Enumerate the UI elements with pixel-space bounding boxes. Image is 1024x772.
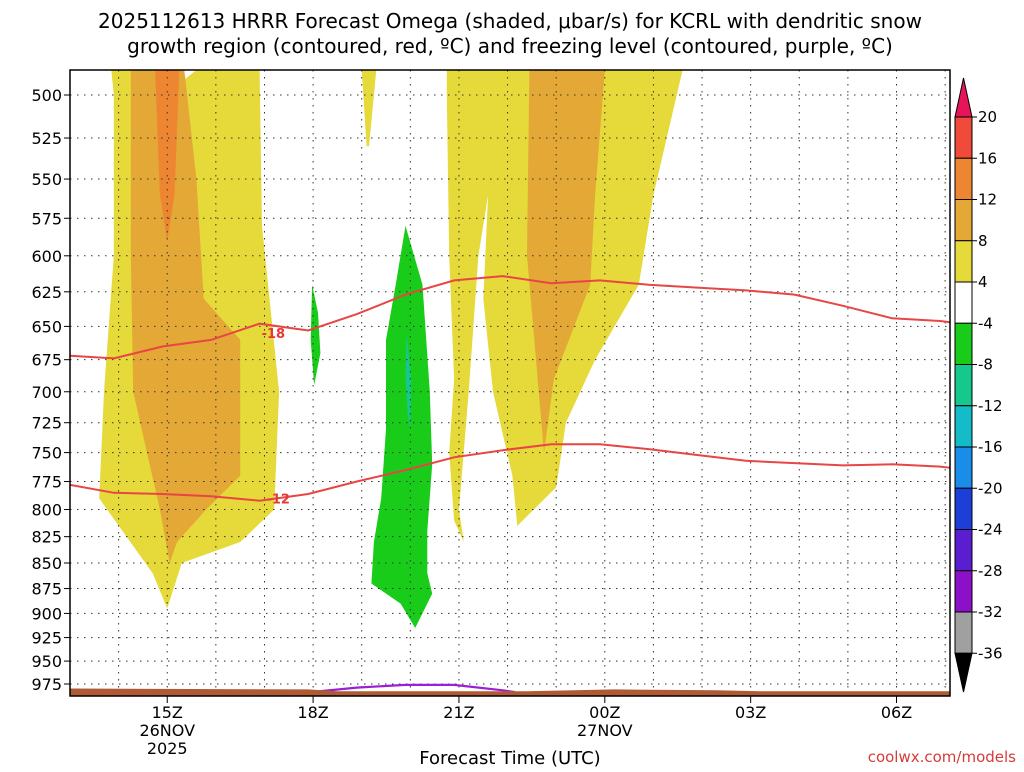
- colorbar-label-8: 8: [978, 232, 988, 250]
- y-tick-label-550: 550: [31, 170, 62, 189]
- terrain-fill: [70, 688, 950, 696]
- dgz-contour-label--12: -12: [266, 492, 290, 507]
- x-tick-label-06Z: 06Z: [881, 703, 912, 722]
- x-axis-label: Forecast Time (UTC): [419, 748, 600, 768]
- colorbar-swatch-12: [954, 570, 973, 613]
- omega-region-8-3: [130, 70, 241, 563]
- colorbar-label-20: 20: [978, 108, 997, 126]
- colorbar-label--24: -24: [978, 521, 1003, 539]
- colorbar-swatch-10: [954, 487, 973, 530]
- y-tick-label-775: 775: [31, 473, 62, 492]
- colorbar-label--12: -12: [978, 397, 1003, 415]
- x-tick-date-00Z: 27NOV: [577, 721, 633, 740]
- chart-title-line2: growth region (contoured, red, ºC) and f…: [127, 34, 893, 58]
- colorbar-swatch-7: [954, 364, 973, 407]
- x-tick-label-03Z: 03Z: [735, 703, 766, 722]
- colorbar-swatch-11: [954, 529, 973, 572]
- x-tick-year-15Z: 2025: [147, 739, 188, 758]
- omega-region--8-8: [405, 333, 412, 429]
- y-tick-label-925: 925: [31, 629, 62, 648]
- y-tick-label-700: 700: [31, 383, 62, 402]
- colorbar-label--28: -28: [978, 562, 1003, 580]
- chart-title-line1: 2025112613 HRRR Forecast Omega (shaded, …: [98, 9, 922, 33]
- colorbar-label-12: 12: [978, 191, 997, 209]
- credit-text: coolwx.com/models: [868, 748, 1016, 766]
- colorbar-label--36: -36: [978, 644, 1003, 662]
- colorbar: 20 16 12 8 4 -4 -8 -12 -16 -20 -24 -28 -32 -36: [954, 77, 1003, 693]
- colorbar-swatch-6: [954, 322, 973, 365]
- colorbar-swatch-2: [954, 157, 973, 200]
- colorbar-swatch-9: [954, 446, 973, 489]
- y-axis-ticks: 500 525 550 575 600 625 650 675 700 725 750 775 800 8…: [31, 86, 70, 694]
- y-tick-label-650: 650: [31, 317, 62, 336]
- y-tick-label-900: 900: [31, 604, 62, 623]
- x-tick-label-15Z: 15Z: [152, 703, 183, 722]
- colorbar-bottom-arrow: [954, 652, 973, 693]
- colorbar-swatch-3: [954, 199, 973, 242]
- dgz-contour-label--18: -18: [262, 327, 286, 342]
- y-tick-label-575: 575: [31, 209, 62, 228]
- colorbar-swatch-1: [954, 116, 973, 159]
- colorbar-label--32: -32: [978, 603, 1003, 621]
- colorbar-swatch-4: [954, 240, 973, 283]
- y-tick-label-625: 625: [31, 283, 62, 302]
- x-tick-label-18Z: 18Z: [297, 703, 328, 722]
- colorbar-swatch-13: [954, 611, 973, 654]
- x-tick-label-00Z: 00Z: [589, 703, 620, 722]
- colorbar-label--20: -20: [978, 479, 1003, 497]
- y-tick-label-875: 875: [31, 580, 62, 599]
- colorbar-label--8: -8: [978, 356, 993, 374]
- y-tick-label-500: 500: [31, 86, 62, 105]
- y-tick-label-675: 675: [31, 351, 62, 370]
- colorbar-label--4: -4: [978, 314, 993, 332]
- colorbar-label--16: -16: [978, 438, 1003, 456]
- x-tick-date-15Z: 26NOV: [139, 721, 195, 740]
- y-tick-label-825: 825: [31, 528, 62, 547]
- contour-layer: -18 -12: [70, 275, 950, 694]
- freezing-level-contour: [310, 683, 516, 694]
- plot-frame: [69, 69, 951, 697]
- y-tick-label-525: 525: [31, 129, 62, 148]
- colorbar-swatch-5: [954, 281, 973, 324]
- y-tick-label-950: 950: [31, 652, 62, 671]
- omega-region-4-1: [361, 70, 377, 147]
- y-tick-label-600: 600: [31, 247, 62, 266]
- dgz-contour--12: [70, 443, 950, 502]
- dgz-contour--18: [70, 275, 950, 360]
- colorbar-swatch-8: [954, 405, 973, 448]
- colorbar-label-16: 16: [978, 149, 997, 167]
- x-tick-label-21Z: 21Z: [443, 703, 474, 722]
- y-tick-label-725: 725: [31, 414, 62, 433]
- colorbar-label-4: 4: [978, 273, 988, 291]
- y-tick-label-750: 750: [31, 444, 62, 463]
- y-tick-label-975: 975: [31, 675, 62, 694]
- omega-region--4-6: [371, 225, 433, 628]
- omega-region-8-4: [527, 70, 605, 453]
- y-tick-label-850: 850: [31, 554, 62, 573]
- terrain-layer: [70, 688, 950, 696]
- omega-shading-layer: [99, 70, 683, 628]
- omega-region--4-7: [310, 284, 321, 386]
- y-tick-label-800: 800: [31, 501, 62, 520]
- colorbar-top-arrow: [954, 77, 973, 118]
